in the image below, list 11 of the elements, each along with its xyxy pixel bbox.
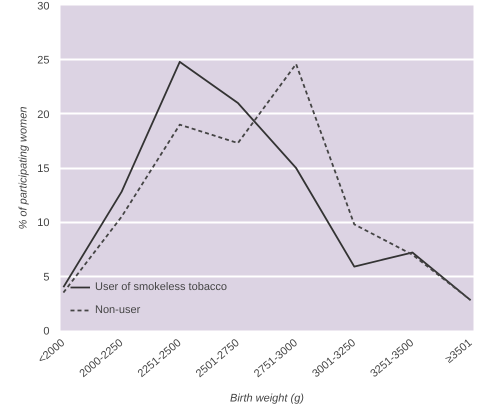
y-tick-label: 30 [37, 0, 50, 12]
y-tick-label: 25 [37, 54, 50, 67]
y-axis-title: % of participating women [17, 106, 30, 230]
y-tick-label: 0 [43, 326, 50, 338]
legend-label: Non-user [95, 304, 140, 316]
y-tick-label: 5 [43, 271, 50, 284]
y-tick-label: 15 [37, 163, 50, 175]
y-tick-label: 10 [37, 217, 50, 230]
x-axis-title: Birth weight (g) [230, 392, 304, 405]
legend-label: User of smokeless tobacco [95, 281, 228, 293]
y-tick-label: 20 [37, 108, 50, 121]
